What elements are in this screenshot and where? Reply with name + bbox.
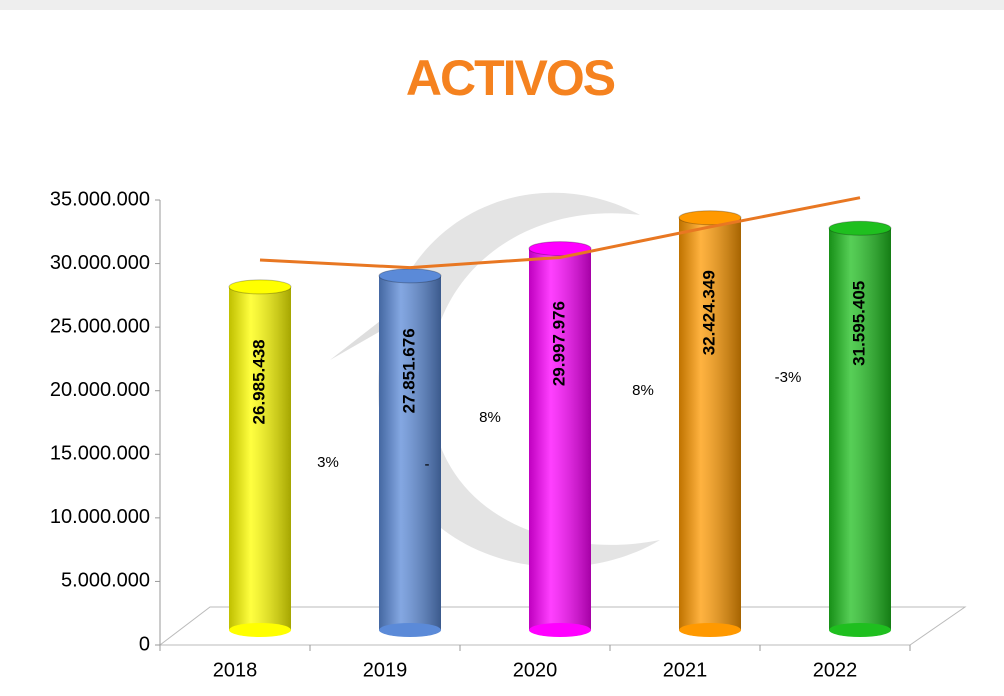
bar-top — [379, 269, 441, 283]
bar-group: 26.985.438 — [229, 280, 291, 637]
top-border — [0, 0, 1004, 10]
annotation: -3% — [775, 369, 802, 386]
value-label: 31.595.405 — [849, 281, 868, 366]
y-tick-label: 25.000.000 — [50, 315, 150, 337]
annotation: 8% — [479, 409, 501, 426]
bar-top — [829, 221, 891, 235]
bar-group: 31.595.405 — [829, 221, 891, 637]
bar-bottom — [229, 623, 291, 637]
x-tick-label: 2020 — [513, 659, 558, 681]
chart-title: ACTIVOS — [406, 50, 615, 106]
bar-bottom — [829, 623, 891, 637]
annotation: 8% — [632, 382, 654, 399]
x-tick-label: 2019 — [363, 659, 408, 681]
y-tick-label: 30.000.000 — [50, 252, 150, 274]
value-label: 29.997.976 — [549, 301, 568, 386]
x-tick-label: 2022 — [813, 659, 858, 681]
x-tick-label: 2018 — [213, 659, 258, 681]
y-tick-label: 5.000.000 — [61, 570, 150, 592]
y-tick-label: 35.000.000 — [50, 188, 150, 210]
bar-top — [229, 280, 291, 294]
bar-shade — [229, 287, 291, 630]
chart: ACTIVOS 0 5.000.000 10.000.000 15.000.000 20… — [0, 0, 1004, 691]
bar-group: 27.851.676 — [379, 269, 441, 637]
annotation: - — [425, 456, 430, 473]
value-label: 26.985.438 — [249, 339, 268, 424]
y-tick-label: 10.000.000 — [50, 506, 150, 528]
value-label: 27.851.676 — [399, 328, 418, 413]
annotation: 3% — [317, 454, 339, 471]
bar-bottom — [529, 623, 591, 637]
bar-bottom — [679, 623, 741, 637]
y-tick-label: 20.000.000 — [50, 379, 150, 401]
bar-group: 32.424.349 — [679, 211, 741, 637]
bar-group: 29.997.976 — [529, 242, 591, 637]
bar-bottom — [379, 623, 441, 637]
y-tick-label: 0 — [139, 633, 150, 655]
value-label: 32.424.349 — [699, 270, 718, 355]
x-tick-label: 2021 — [663, 659, 708, 681]
y-tick-label: 15.000.000 — [50, 443, 150, 465]
